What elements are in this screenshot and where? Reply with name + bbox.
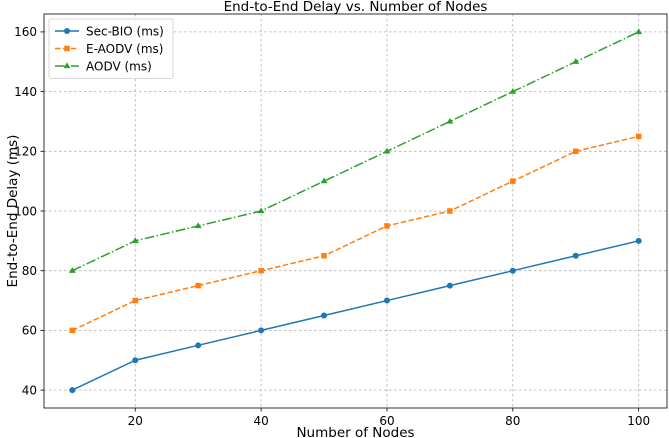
- legend-item: AODV (ms): [55, 59, 152, 73]
- grid: [44, 14, 667, 408]
- legend: Sec-BIO (ms) E-AODV (ms) AODV (ms): [48, 18, 174, 79]
- data-point: [572, 252, 579, 259]
- legend-swatch-marker: [64, 45, 70, 52]
- data-point: [258, 267, 264, 274]
- data-point: [321, 253, 327, 259]
- series-2: [69, 133, 642, 334]
- series-line: [71, 31, 640, 272]
- data-point: [383, 297, 390, 304]
- x-tick-label: 80: [505, 414, 520, 428]
- series-line: [71, 240, 639, 391]
- legend-box: [48, 18, 174, 79]
- data-point: [195, 282, 201, 289]
- legend-swatch-marker: [63, 62, 71, 69]
- y-tick-label: 40: [22, 383, 37, 397]
- data-point: [132, 297, 138, 304]
- legend-swatch-marker: [64, 28, 70, 34]
- data-point: [446, 117, 454, 124]
- data-point: [194, 222, 202, 229]
- chart-title: End-to-End Delay vs. Number of Nodes: [224, 0, 488, 15]
- y-tick-label: 80: [22, 264, 37, 278]
- x-tick-label: 60: [379, 414, 394, 428]
- x-tick-label: 40: [253, 414, 268, 428]
- legend-label: AODV (ms): [86, 59, 152, 73]
- y-tick-label: 140: [14, 85, 37, 99]
- series-line: [71, 135, 639, 332]
- data-point: [69, 327, 76, 334]
- data-point: [509, 267, 516, 274]
- series-3: [68, 28, 643, 273]
- data-point: [320, 177, 328, 184]
- data-point: [68, 267, 76, 273]
- legend-label: E-AODV (ms): [86, 42, 163, 56]
- data-point: [446, 282, 453, 289]
- data-point: [258, 327, 265, 334]
- x-axis-title: Number of Nodes: [296, 425, 414, 438]
- data-point: [383, 147, 391, 154]
- axis-ticks: 20 40 60 80 100 40 60 80 100 120 140 160: [14, 25, 650, 428]
- legend-item: Sec-BIO (ms): [55, 24, 164, 38]
- series-1: [69, 237, 642, 394]
- data-point: [131, 237, 139, 244]
- data-point: [384, 223, 390, 229]
- data-point: [572, 58, 580, 64]
- data-point: [509, 88, 517, 94]
- y-tick-label: 60: [22, 324, 37, 338]
- data-series: [68, 28, 643, 394]
- y-tick-label: 120: [14, 145, 37, 159]
- data-point: [573, 148, 579, 155]
- data-point: [635, 133, 642, 140]
- data-point: [510, 178, 516, 184]
- data-point: [195, 342, 202, 349]
- data-point: [132, 357, 139, 364]
- x-tick-label: 100: [627, 414, 650, 428]
- legend-label: Sec-BIO (ms): [86, 24, 164, 38]
- y-tick-label: 100: [14, 204, 37, 218]
- data-point: [69, 387, 76, 394]
- x-tick-label: 20: [128, 414, 143, 428]
- y-tick-label: 160: [14, 25, 37, 39]
- data-point: [257, 207, 265, 214]
- data-point: [635, 237, 642, 244]
- data-point: [321, 312, 328, 319]
- legend-item: E-AODV (ms): [55, 42, 163, 56]
- data-point: [635, 28, 643, 35]
- data-point: [447, 208, 453, 214]
- y-axis-title: End-to-End Delay (ms): [5, 135, 21, 288]
